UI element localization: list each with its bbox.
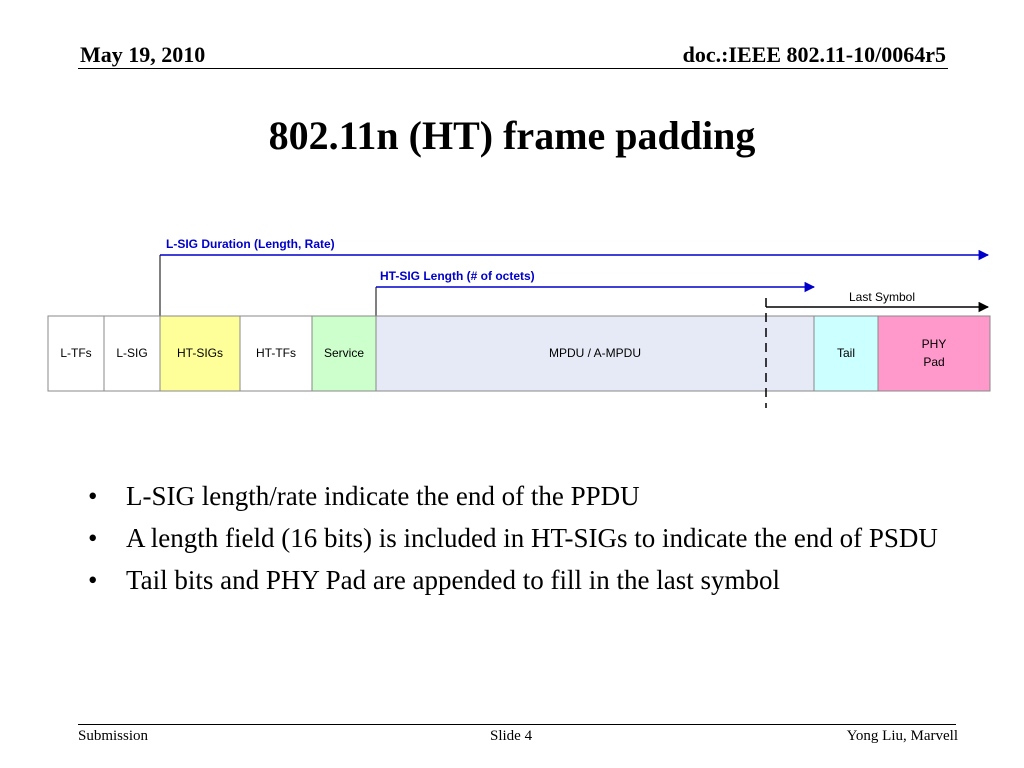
bullet-text: Tail bits and PHY Pad are appended to fi… [126,565,780,595]
bullet-item: • L-SIG length/rate indicate the end of t… [88,480,978,513]
field-box [239,315,313,392]
slide-title: 802.11n (HT) frame padding [268,113,756,158]
footer-divider [78,724,956,725]
field-box [877,315,991,392]
htsig-length-label: HT-SIG Length (# of octets) [380,269,535,283]
field-label: MPDU / A-MPDU [549,346,641,360]
field-label: HT-SIGs [177,346,223,360]
last-symbol-label: Last Symbol [849,290,915,304]
footer-slide-number: Slide 4 [490,728,533,744]
footer-author: Yong Liu, Marvell [846,728,958,744]
field-box [47,315,105,392]
header-doc-id: doc.:IEEE 802.11-10/0064r5 [682,42,946,67]
field-label: Service [324,346,364,360]
field-box [311,315,377,392]
bullet-glyph: • [88,523,98,553]
field-label-line2: Pad [923,355,944,369]
field-label: L-SIG [116,346,147,360]
bullet-glyph: • [88,481,98,511]
bullet-item: • A length field (16 bits) is included in… [88,522,978,555]
footer-submission: Submission [78,728,149,744]
bullet-list: • L-SIG length/rate indicate the end of t… [88,480,978,606]
bullet-glyph: • [88,565,98,595]
frame-fields: L-TFs L-SIG HT-SIGs HT-TFs Service MPDU / A-M… [47,315,991,392]
field-box [813,315,879,392]
header-date: May 19, 2010 [80,42,206,67]
field-label: PHY [922,337,947,351]
bullet-item: • Tail bits and PHY Pad are appended to f… [88,564,978,597]
lsig-duration-label: L-SIG Duration (Length, Rate) [166,237,335,251]
field-box [159,315,241,392]
bullet-text: A length field (16 bits) is included in … [126,523,938,553]
field-box [375,315,815,392]
header-divider [78,68,948,69]
bullet-text: L-SIG length/rate indicate the end of th… [126,481,640,511]
field-box [103,315,161,392]
field-label: Tail [837,346,855,360]
field-label: L-TFs [60,346,91,360]
field-label: HT-TFs [256,346,296,360]
